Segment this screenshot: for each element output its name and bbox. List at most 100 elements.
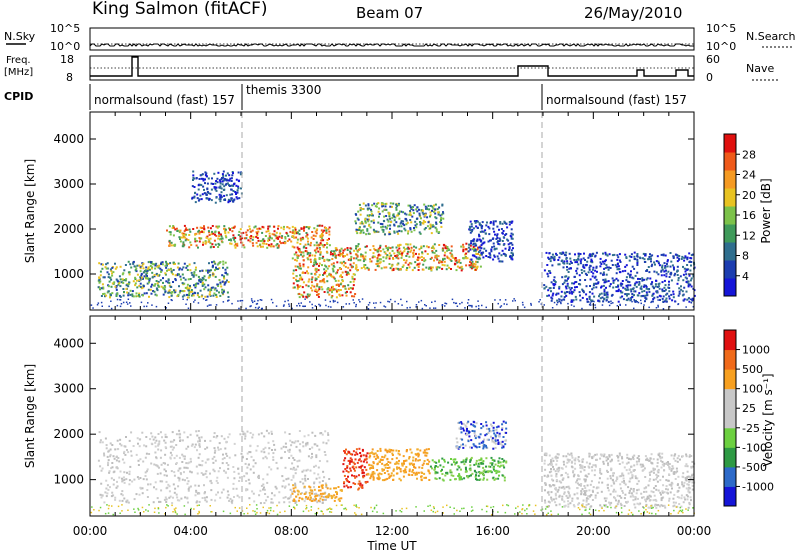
nave-tick-top: 60 <box>706 53 720 66</box>
velocity-y-axis: 1000 2000 3000 4000 <box>53 336 694 487</box>
nave-tick-bottom: 0 <box>706 71 713 84</box>
velocity-y-axis-label: Slant Range [km] <box>23 364 37 468</box>
power-colorbar-segment-6 <box>724 170 736 189</box>
velocity-colorbar-segment-0 <box>724 486 736 507</box>
power-near-range-speckle <box>90 298 695 310</box>
velocity-region-3 <box>367 447 431 482</box>
velocity-colorbar-label-6: -500 <box>742 461 767 474</box>
power-region-4 <box>354 242 482 272</box>
power-panel: 1000 2000 3000 4000 Slant Range [km] <box>23 111 696 311</box>
velocity-data-layer <box>90 420 696 516</box>
power-colorbar-label-5: 8 <box>742 250 749 263</box>
velocity-x-ticks <box>89 316 695 516</box>
nave-label: Nave <box>746 62 774 75</box>
power-region-2 <box>191 170 243 204</box>
power-colorbar-label-4: 12 <box>742 229 756 242</box>
velocity-region-1 <box>291 484 343 502</box>
power-colorbar-label-6: 4 <box>742 270 749 283</box>
power-colorbar-segment-8 <box>724 134 736 153</box>
power-colorbar: 28 24 20 16 12 8 4 <box>723 133 756 297</box>
velocity-y-tick-label-1: 2000 <box>53 427 84 441</box>
x-tick-label-6: 00:00 <box>677 524 712 538</box>
nsky-panel-frame <box>89 27 695 51</box>
power-y-tick-label-0: 1000 <box>53 267 84 281</box>
power-y-axis: 1000 2000 3000 4000 <box>53 132 694 281</box>
freq-trace <box>90 56 694 77</box>
x-axis-label: Time UT <box>366 539 417 553</box>
velocity-colorbar-label-0: 1000 <box>742 344 770 357</box>
velocity-colorbar: 1000 500 100 25 -25 -100 -500 -1000 <box>723 329 774 507</box>
velocity-colorbar-label-7: -1000 <box>742 480 774 493</box>
power-colorbar-label-1: 24 <box>742 169 756 182</box>
nsky-label: N.Sky <box>4 30 36 43</box>
station-title: King Salmon (fitACF) <box>92 0 268 19</box>
power-colorbar-segment-5 <box>724 188 736 207</box>
velocity-colorbar-segment-6 <box>724 369 736 390</box>
power-region-0 <box>97 260 230 299</box>
x-tick-label-4: 16:00 <box>475 524 510 538</box>
velocity-colorbar-label-4: -25 <box>742 422 760 435</box>
velocity-region-2 <box>342 447 369 491</box>
power-region-3 <box>291 247 357 299</box>
power-colorbar-segment-0 <box>724 278 736 297</box>
velocity-near-range-speckle <box>90 504 695 516</box>
freq-label-2: [MHz] <box>4 67 33 78</box>
power-colorbar-segment-7 <box>724 152 736 171</box>
velocity-colorbar-segment-7 <box>724 349 736 370</box>
velocity-region-0 <box>97 429 331 505</box>
velocity-colorbar-label-5: -100 <box>742 441 767 454</box>
velocity-colorbar-segment-3 <box>724 427 736 448</box>
velocity-y-tick-label-3: 4000 <box>53 336 84 350</box>
freq-tick-bottom: 8 <box>66 71 73 84</box>
velocity-colorbar-segment-4 <box>724 408 736 429</box>
freq-label-1: Freq. <box>6 55 31 66</box>
x-tick-labels: 00:00 04:00 08:00 12:00 16:00 20:00 00:00 <box>73 524 712 538</box>
x-tick-label-0: 00:00 <box>73 524 108 538</box>
x-tick-label-2: 08:00 <box>274 524 309 538</box>
velocity-y-tick-label-0: 1000 <box>53 473 84 487</box>
power-colorbar-title: Power [dB] <box>759 178 773 243</box>
power-y-tick-label-1: 2000 <box>53 222 84 236</box>
power-colorbar-segment-4 <box>724 206 736 225</box>
velocity-colorbar-segment-1 <box>724 466 736 487</box>
power-region-7 <box>543 251 696 303</box>
power-colorbar-label-0: 28 <box>742 148 756 161</box>
velocity-colorbar-segment-8 <box>724 330 736 351</box>
x-tick-label-5: 20:00 <box>576 524 611 538</box>
x-tick-label-3: 12:00 <box>375 524 410 538</box>
power-y-axis-label: Slant Range [km] <box>23 159 37 263</box>
power-y-tick-label-3: 4000 <box>53 132 84 146</box>
power-colorbar-segment-1 <box>724 260 736 279</box>
velocity-colorbar-label-1: 500 <box>742 363 763 376</box>
nsky-tick-bottom: 10^0 <box>50 40 80 53</box>
power-colorbar-segment-3 <box>724 224 736 243</box>
power-colorbar-label-2: 20 <box>742 189 756 202</box>
nsearch-label: N.Search <box>746 30 796 43</box>
velocity-colorbar-label-3: 25 <box>742 402 756 415</box>
nsky-panel: N.Sky 10^5 10^0 10^5 10^0 N.Search <box>4 22 796 53</box>
power-x-ticks <box>89 112 695 310</box>
velocity-colorbar-frame <box>723 329 737 507</box>
velocity-colorbar-label-2: 100 <box>742 383 763 396</box>
x-tick-label-1: 04:00 <box>173 524 208 538</box>
freq-tick-top: 18 <box>60 53 74 66</box>
power-region-6 <box>467 220 514 263</box>
cpid-segment-3: normalsound (fast) 157 <box>546 93 687 107</box>
velocity-panel-frame <box>89 315 695 517</box>
velocity-region-6 <box>543 452 696 509</box>
velocity-colorbar-segment-5 <box>724 388 736 409</box>
nsearch-tick-top: 10^5 <box>706 22 736 35</box>
power-region-5 <box>354 202 445 236</box>
power-y-tick-label-2: 3000 <box>53 177 84 191</box>
nsearch-tick-bottom: 10^0 <box>706 40 736 53</box>
date-title: 26/May/2010 <box>584 4 682 22</box>
cpid-segment-1: normalsound (fast) 157 <box>94 93 235 107</box>
velocity-region-4 <box>429 456 508 482</box>
cpid-row: CPID normalsound (fast) 157 themis 3300 … <box>4 83 687 110</box>
power-colorbar-label-3: 16 <box>742 209 756 222</box>
power-region-1 <box>166 224 331 249</box>
velocity-region-5 <box>455 420 508 450</box>
velocity-colorbar-segment-2 <box>724 447 736 468</box>
velocity-colorbar-title: Velocity [m s⁻¹] <box>761 373 775 466</box>
